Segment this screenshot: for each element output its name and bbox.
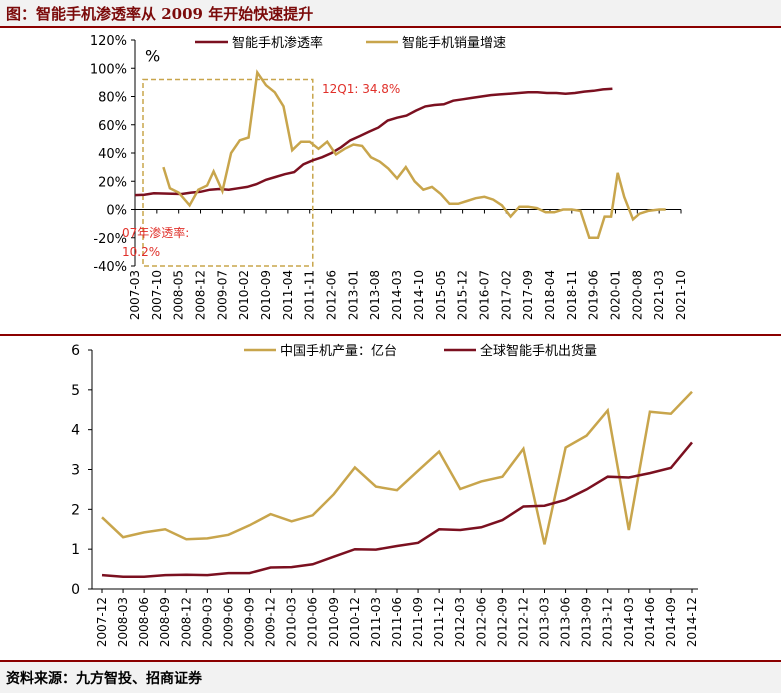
x-tick-label: 2013-01 bbox=[346, 270, 360, 320]
y-tick-label: 100% bbox=[90, 62, 127, 77]
x-tick-label: 2008-03 bbox=[116, 597, 130, 647]
y-tick-label: 5 bbox=[71, 383, 80, 399]
x-tick-label: 2008-05 bbox=[172, 270, 186, 320]
x-tick-label: 2010-12 bbox=[348, 597, 362, 647]
x-tick-label: 2021-03 bbox=[652, 270, 666, 320]
source-bar: 资料来源：九方智投、招商证券 bbox=[0, 660, 781, 693]
x-tick-label: 2017-02 bbox=[499, 270, 513, 320]
legend: 中国手机产量：亿台 全球智能手机出货量 bbox=[244, 343, 597, 359]
x-tick-label: 2009-07 bbox=[215, 270, 229, 320]
x-tick-label: 2010-09 bbox=[259, 270, 273, 320]
x-tick-label: 2011-04 bbox=[281, 270, 295, 320]
x-tick-label: 2012-03 bbox=[453, 597, 467, 647]
figure-title-bar: 图：智能手机渗透率从 2009 年开始快速提升 bbox=[0, 0, 781, 28]
x-tick-label: 2017-09 bbox=[521, 270, 535, 320]
y-tick-label: 6 bbox=[71, 343, 80, 359]
y-tick-label: 2 bbox=[71, 502, 80, 518]
y-tick-label: 60% bbox=[98, 119, 127, 134]
y-tick-label: 4 bbox=[71, 423, 80, 439]
x-tick-label: 2007-10 bbox=[150, 270, 164, 320]
y-tick-label: 120% bbox=[90, 34, 127, 49]
x-tick-label: 2010-06 bbox=[306, 597, 320, 647]
x-tick-label: 2015-12 bbox=[456, 270, 470, 320]
x-tick-label: 2011-03 bbox=[369, 597, 383, 647]
x-tick-label: 2013-06 bbox=[559, 597, 573, 647]
x-tick-label: 2013-08 bbox=[368, 270, 382, 320]
x-tick-label: 2008-06 bbox=[137, 597, 151, 647]
x-tick-label: 2009-03 bbox=[200, 597, 214, 647]
x-tick-label: 2009-09 bbox=[243, 597, 257, 647]
legend-label-china-production: 中国手机产量：亿台 bbox=[280, 344, 397, 359]
chart-penetration-growth: -40% -20% 0% 20% 40% 60% 80% 100% 120% 2007-03 200… bbox=[90, 34, 688, 320]
source-text: 资料来源：九方智投、招商证券 bbox=[6, 671, 202, 687]
x-tick-label: 2020-08 bbox=[630, 270, 644, 320]
x-tick-label: 2007-03 bbox=[128, 270, 142, 320]
x-tick-label: 2011-09 bbox=[411, 597, 425, 647]
x-tick-label: 2009-12 bbox=[264, 597, 278, 647]
legend-label-global-shipments: 全球智能手机出货量 bbox=[480, 343, 597, 359]
x-tick-label: 2013-09 bbox=[580, 597, 594, 647]
x-tick-label: 2008-12 bbox=[194, 270, 208, 320]
y-tick-label: -20% bbox=[93, 232, 127, 247]
x-tick-label: 2010-09 bbox=[327, 597, 341, 647]
x-tick-label: 2007-12 bbox=[95, 597, 109, 647]
x-tick-label: 2009-06 bbox=[221, 597, 235, 647]
x-tick-label: 2011-06 bbox=[390, 597, 404, 647]
series-penetration-line bbox=[134, 87, 613, 197]
x-tick-label: 2014-03 bbox=[622, 597, 636, 647]
x-tick-label: 2020-01 bbox=[608, 270, 622, 320]
figure-title: 图：智能手机渗透率从 2009 年开始快速提升 bbox=[6, 5, 314, 23]
legend-label-penetration: 智能手机渗透率 bbox=[232, 35, 323, 51]
x-tick-label: 2012-09 bbox=[495, 597, 509, 647]
x-tick-label: 2016-07 bbox=[477, 270, 491, 320]
x-tick-label: 2018-11 bbox=[565, 270, 579, 320]
x-tick-label: 2013-12 bbox=[601, 597, 615, 647]
legend: 智能手机渗透率 智能手机销量增速 bbox=[195, 35, 506, 51]
series-global-shipments-line bbox=[101, 441, 693, 578]
x-tick-label: 2014-09 bbox=[664, 597, 678, 647]
y-tick-label: 80% bbox=[98, 91, 127, 106]
y-tick-label: 1 bbox=[71, 542, 80, 558]
unit-label: % bbox=[145, 46, 160, 65]
x-tick-label: 2011-11 bbox=[303, 270, 317, 320]
annotation-07-rate-label: 07年渗透率: bbox=[122, 225, 189, 240]
x-tick-label: 2012-06 bbox=[325, 270, 339, 320]
x-tick-label: 2018-04 bbox=[543, 270, 557, 320]
y-tick-label: 20% bbox=[98, 175, 127, 190]
x-tick-label: 2014-12 bbox=[685, 597, 699, 647]
x-tick-label: 2014-06 bbox=[643, 597, 657, 647]
x-tick-label: 2013-03 bbox=[538, 597, 552, 647]
x-tick-label: 2012-12 bbox=[516, 597, 530, 647]
y-tick-label: 3 bbox=[71, 463, 80, 479]
legend-label-growth: 智能手机销量增速 bbox=[402, 36, 506, 51]
x-tick-label: 2012-06 bbox=[474, 597, 488, 647]
x-tick-label: 2011-12 bbox=[432, 597, 446, 647]
annotation-12q1: 12Q1: 34.8% bbox=[322, 82, 400, 96]
y-tick-label: 0% bbox=[106, 204, 127, 219]
x-tick-label: 2008-09 bbox=[158, 597, 172, 647]
annotation-07-rate-value: 10.2% bbox=[122, 245, 160, 259]
series-china-production-line bbox=[101, 390, 693, 545]
y-tick-label: -40% bbox=[93, 260, 127, 275]
chart-divider bbox=[0, 334, 781, 336]
y-tick-label: 0 bbox=[71, 582, 80, 598]
x-tick-label: 2021-10 bbox=[674, 270, 688, 320]
x-tick-label: 2019-06 bbox=[587, 270, 601, 320]
series-growth-line bbox=[162, 69, 666, 240]
chart-phone-production-shipments: 0 1 2 3 4 5 6 2007-12 2008-03 2008-06 2008-09 2008-… bbox=[71, 343, 699, 647]
x-tick-label: 2014-10 bbox=[412, 270, 426, 320]
x-tick-label: 2010-03 bbox=[285, 597, 299, 647]
x-tick-label: 2015-05 bbox=[434, 270, 448, 320]
highlight-box bbox=[142, 78, 314, 267]
y-tick-label: 40% bbox=[98, 147, 127, 162]
x-tick-label: 2010-02 bbox=[237, 270, 251, 320]
x-tick-label: 2014-03 bbox=[390, 270, 404, 320]
x-tick-label: 2008-12 bbox=[179, 597, 193, 647]
